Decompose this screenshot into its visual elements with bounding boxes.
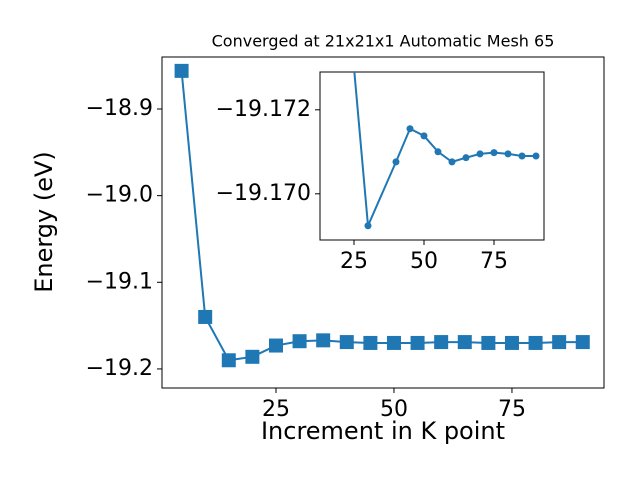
- x-tick-label: 75: [480, 249, 508, 274]
- y-tick-label: −19.0: [86, 183, 153, 208]
- marker: [575, 335, 590, 350]
- marker: [406, 125, 414, 133]
- marker: [292, 334, 307, 349]
- x-axis-label: Increment in K point: [261, 417, 505, 445]
- y-tick-label: −19.172: [216, 97, 311, 122]
- marker: [504, 150, 512, 158]
- marker: [490, 149, 498, 157]
- marker: [552, 335, 567, 350]
- y-tick-label: −19.1: [86, 269, 153, 294]
- marker: [518, 152, 526, 160]
- x-tick-label: 50: [380, 397, 408, 422]
- x-tick-label: 75: [498, 397, 526, 422]
- x-tick-label: 25: [262, 397, 290, 422]
- marker: [420, 132, 428, 140]
- marker: [174, 63, 189, 78]
- marker: [481, 335, 496, 350]
- plot-content: [174, 63, 590, 368]
- marker: [221, 353, 236, 368]
- marker: [410, 335, 425, 350]
- y-axis-label: Energy (eV): [30, 151, 58, 293]
- marker: [434, 148, 442, 156]
- marker: [504, 335, 519, 350]
- marker: [476, 150, 484, 158]
- marker: [245, 349, 260, 364]
- y-tick-label: −19.2: [86, 356, 153, 381]
- marker: [363, 335, 378, 350]
- x-tick-label: 25: [340, 249, 368, 274]
- x-tick-label: 50: [410, 249, 438, 274]
- marker: [316, 333, 331, 348]
- marker: [364, 222, 372, 230]
- marker: [528, 335, 543, 350]
- marker: [268, 338, 283, 353]
- y-tick-label: −19.170: [216, 181, 311, 206]
- marker: [532, 152, 540, 160]
- marker: [386, 335, 401, 350]
- marker: [462, 154, 470, 162]
- marker: [448, 158, 456, 166]
- marker: [198, 309, 213, 324]
- chart-title: Converged at 21x21x1 Automatic Mesh 65: [212, 32, 555, 51]
- plot-content: [353, 72, 540, 230]
- marker: [434, 335, 449, 350]
- marker: [457, 335, 472, 350]
- y-tick-label: −18.9: [86, 96, 153, 121]
- marker: [339, 335, 354, 350]
- marker: [392, 158, 400, 166]
